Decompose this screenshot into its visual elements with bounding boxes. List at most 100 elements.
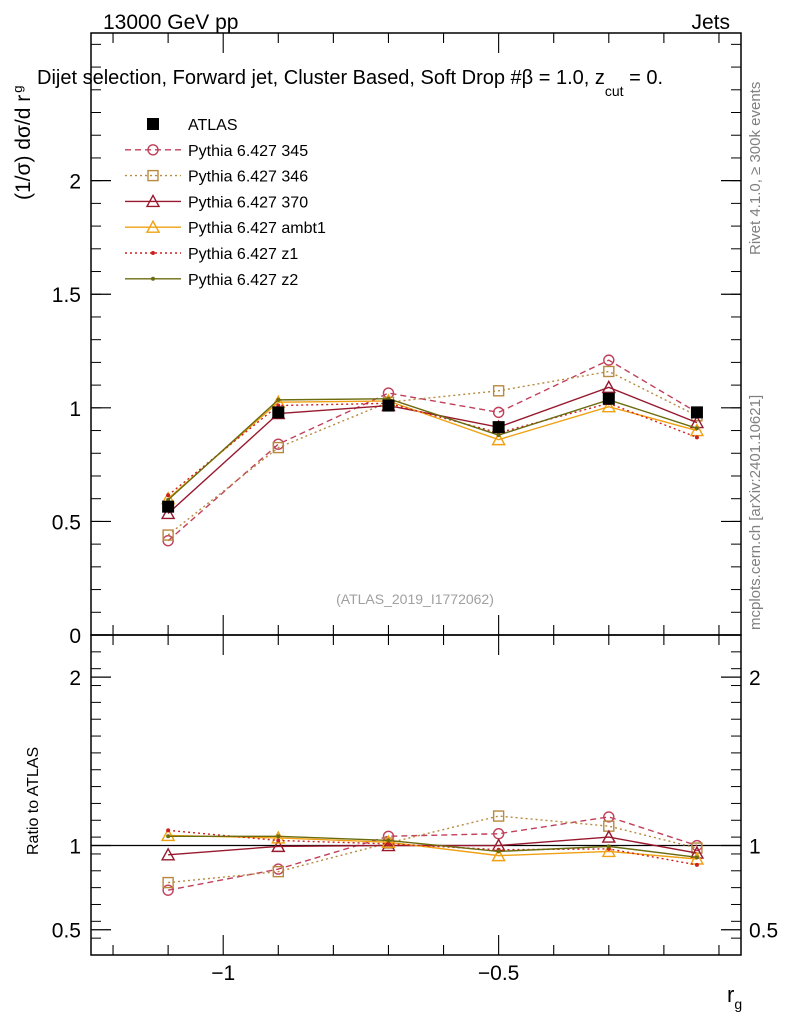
ratio-axis-ticks: 0.5 0.5 1 1 2 2 −1 −0.5 [52, 635, 778, 985]
main-series-pythia-6-427-z2-point-3 [496, 433, 501, 438]
ratio-series-group [160, 810, 705, 896]
ratio-ytick-label-right-1: 1 [749, 836, 761, 859]
legend-pythia-6-427-346-label: Pythia 6.427 346 [188, 169, 308, 186]
legend-pythia-6-427-370-marker [145, 193, 161, 208]
main-series-atlas-point-2 [382, 399, 395, 412]
ratio-series-pythia-6-427-ambt1-point-0 [160, 827, 176, 842]
ratio-series-pythia-6-427-z1-point-0 [166, 828, 171, 833]
ratio-series-pythia-6-427-370-point-2 [381, 838, 396, 852]
main-series-pythia-6-427-346-point-4 [603, 365, 615, 378]
plot-title: Dijet selection, Forward jet, Cluster Ba… [37, 67, 663, 99]
ratio-series-pythia-6-427-370-point-1 [271, 838, 286, 853]
main-series-pythia-6-427-345-point-3 [492, 406, 505, 419]
x-axis-label-main: r [727, 982, 734, 1007]
ratio-series-pythia-6-427-z2-line [168, 835, 698, 859]
ratio-series-pythia-6-427-ambt1-point-3 [491, 848, 506, 862]
x-axis-label-sub: g [734, 996, 742, 1012]
ratio-series-pythia-6-427-370-point-4 [601, 829, 616, 843]
main-axis-ticks: 0 0.5 1 1.5 2 [52, 33, 741, 648]
legend-pythia-6-427-ambt1-marker [145, 219, 161, 233]
mcplots-label: mcplots.cern.ch [arXiv:2401.10621] [747, 395, 764, 630]
ratio-series-pythia-6-427-345-point-0 [162, 884, 174, 896]
header-right: Jets [691, 11, 730, 34]
main-series-atlas-point-0 [162, 500, 175, 513]
main-series-pythia-6-427-z2-point-5 [694, 426, 699, 431]
main-series-atlas-point-4 [602, 392, 615, 405]
legend-pythia-6-427-370-label: Pythia 6.427 370 [188, 194, 308, 211]
main-series-pythia-6-427-370-line [167, 386, 698, 514]
ratio-series-pythia-6-427-346-line [168, 815, 698, 884]
ratio-series-pythia-6-427-z2-point-5 [694, 855, 699, 860]
legend-pythia-6-427-z1-marker [151, 251, 155, 255]
main-ytick-label-4: 2 [69, 171, 81, 194]
main-series-pythia-6-427-346-point-0 [162, 529, 174, 541]
main-series-pythia-6-427-370-point-4 [601, 379, 616, 394]
main-y-axis-label-main: (1/σ) dσ/d r [12, 95, 35, 200]
ratio-series-pythia-6-427-z1-point-1 [276, 838, 281, 843]
main-series-pythia-6-427-z1-line [167, 402, 698, 496]
ratio-panel-frame [90, 634, 742, 956]
legend: ATLAS Pythia 6.427 345 Pythia 6.427 346 Pyt… [125, 117, 326, 289]
legend-pythia-6-427-ambt1-label: Pythia 6.427 ambt1 [188, 220, 326, 237]
plot-title-tail: = 0. [624, 67, 663, 89]
main-ytick-label-2: 1 [69, 398, 81, 421]
main-ytick-label-1: 0.5 [52, 511, 81, 534]
main-series-pythia-6-427-z2-point-1 [276, 397, 281, 402]
ratio-ytick-label-2: 2 [69, 667, 81, 690]
legend-pythia-6-427-z2-marker [151, 276, 155, 281]
main-series-pythia-6-427-346-point-3 [492, 385, 505, 397]
main-series-pythia-6-427-370-point-0 [160, 506, 176, 520]
ratio-series-pythia-6-427-ambt1-line [168, 834, 697, 860]
rivet-label: Rivet 4.1.0, ≥ 300k events [747, 82, 764, 255]
plot-title-main: Dijet selection, Forward jet, Cluster Ba… [37, 67, 605, 89]
reference-label: (ATLAS_2019_I1772062) [336, 591, 494, 607]
main-y-axis-label: (1/σ) dσ/d r g [10, 85, 35, 200]
main-series-atlas-point-3 [492, 421, 505, 434]
ratio-series-pythia-6-427-z2-point-1 [276, 834, 281, 839]
ratio-series-pythia-6-427-z2-point-2 [386, 838, 391, 843]
legend-atlas-marker [147, 118, 159, 130]
legend-pythia-6-427-345-marker [147, 144, 159, 156]
legend-atlas-label: ATLAS [188, 117, 238, 134]
ratio-series-pythia-6-427-346-point-3 [492, 810, 505, 822]
main-series-pythia-6-427-ambt1-line [167, 400, 698, 500]
ratio-y-axis-label: Ratio to ATLAS [25, 747, 42, 855]
ratio-series-pythia-6-427-z2-point-0 [166, 834, 171, 839]
ratio-ytick-label-1: 1 [69, 836, 81, 859]
main-series-group [160, 354, 705, 547]
ratio-ytick-label-0: 0.5 [52, 920, 81, 943]
main-ytick-label-0: 0 [69, 625, 81, 648]
main-series-pythia-6-427-ambt1-point-4 [601, 399, 616, 413]
ratio-series-pythia-6-427-z2-point-4 [606, 844, 611, 849]
ratio-series-pythia-6-427-z2-point-3 [496, 849, 501, 854]
legend-pythia-6-427-z2-label: Pythia 6.427 z2 [188, 272, 298, 289]
ratio-series-pythia-6-427-ambt1-point-1 [271, 830, 286, 844]
ratio-series-pythia-6-427-z1-point-2 [386, 841, 391, 846]
main-series-pythia-6-427-z1-point-5 [694, 435, 699, 440]
header-left: 13000 GeV pp [103, 11, 238, 34]
main-series-pythia-6-427-345-line [167, 359, 698, 542]
ratio-series-pythia-6-427-370-point-0 [160, 847, 176, 861]
x-tick-label-1: −0.5 [478, 962, 519, 985]
ratio-series-pythia-6-427-ambt1-point-4 [601, 843, 616, 858]
ratio-series-pythia-6-427-346-point-1 [272, 865, 284, 878]
ratio-series-pythia-6-427-z1-line [168, 829, 698, 866]
main-series-pythia-6-427-345-point-4 [603, 354, 615, 366]
plot-title-sub: cut [605, 83, 624, 99]
x-axis-label: rg [727, 982, 742, 1012]
ratio-series-pythia-6-427-345-point-4 [603, 811, 615, 823]
ratio-series-pythia-6-427-z1-point-5 [694, 862, 699, 867]
ratio-ytick-label-right-0: 0.5 [749, 920, 778, 943]
x-tick-label-0: −1 [211, 962, 235, 985]
legend-pythia-6-427-346-marker [147, 169, 159, 182]
main-series-atlas-point-1 [272, 406, 285, 419]
main-ytick-label-3: 1.5 [52, 284, 81, 307]
ratio-ytick-label-right-2: 2 [749, 667, 761, 690]
main-series-pythia-6-427-346-point-1 [272, 441, 284, 454]
main-y-axis-label-sub: g [10, 85, 25, 92]
main-series-pythia-6-427-z1-point-0 [166, 493, 171, 498]
main-series-pythia-6-427-z2-line [167, 398, 698, 501]
ratio-series-pythia-6-427-ambt1-point-2 [381, 834, 396, 848]
main-series-atlas-point-5 [690, 406, 703, 419]
